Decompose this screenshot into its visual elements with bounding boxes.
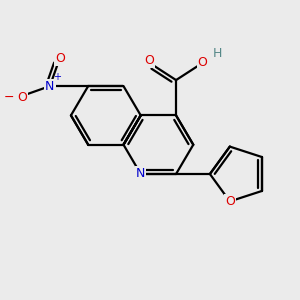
- Text: O: O: [55, 52, 65, 64]
- Text: O: O: [17, 92, 27, 104]
- Text: +: +: [53, 72, 61, 82]
- Text: N: N: [136, 167, 146, 181]
- Text: O: O: [198, 56, 208, 69]
- Text: O: O: [145, 54, 154, 68]
- Text: N: N: [45, 80, 55, 93]
- Text: H: H: [213, 47, 222, 60]
- Text: O: O: [225, 195, 235, 208]
- Text: −: −: [3, 92, 14, 104]
